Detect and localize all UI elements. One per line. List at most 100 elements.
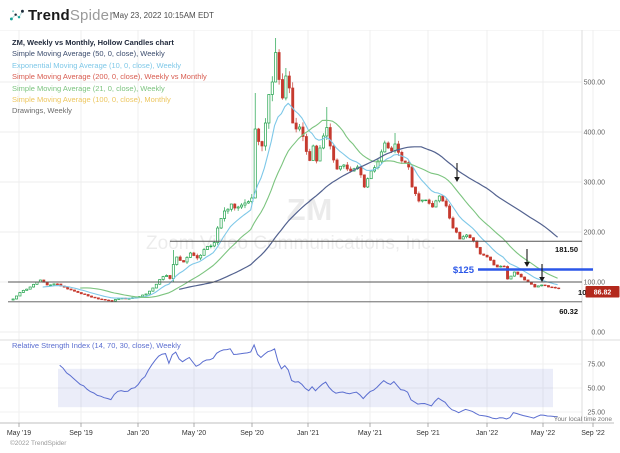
down-arrow-icon[interactable]: [454, 177, 460, 182]
candle: [461, 236, 465, 240]
ema10-line: [42, 102, 558, 299]
candle: [113, 299, 117, 302]
candle: [185, 257, 189, 263]
candle: [454, 227, 458, 233]
candle: [557, 287, 561, 290]
candle: [69, 288, 73, 291]
candle: [417, 193, 421, 202]
candle: [359, 166, 363, 176]
candle: [489, 256, 492, 261]
candle: [144, 293, 148, 296]
candle: [96, 297, 100, 300]
candle: [502, 265, 506, 268]
legend-item-ema10[interactable]: Exponential Moving Average (10, 0, close…: [12, 60, 181, 70]
candle: [66, 286, 70, 290]
candle: [407, 162, 411, 168]
candle: [263, 122, 267, 147]
candle: [233, 203, 237, 209]
candle: [168, 275, 172, 279]
axis-labels: 500.00 400.00 300.00 200.00 100.00 0.00 75.00 5…: [0, 80, 614, 437]
candle: [277, 52, 281, 80]
candle: [362, 174, 366, 188]
candle: [349, 168, 353, 172]
candle: [28, 286, 32, 290]
rsi-tick-label: 75.00: [587, 362, 605, 369]
candle: [499, 265, 503, 268]
candle: [547, 285, 550, 288]
time-tick-label: Sep '22: [581, 430, 605, 437]
logo-text-spider: Spider: [69, 6, 115, 24]
header-bar: Trend Spider May 23, 2022 10:15AM EDT: [0, 0, 620, 30]
candle: [21, 289, 25, 293]
legend-item-sma50[interactable]: Simple Moving Average (50, 0, close), We…: [12, 49, 165, 59]
candle: [45, 281, 49, 286]
legend-item-drawings[interactable]: Drawings, Weekly: [12, 106, 72, 116]
legend-item-sma21[interactable]: Simple Moving Average (21, 0, close), We…: [12, 83, 165, 93]
candle: [161, 276, 165, 280]
rsi-panel: [58, 343, 558, 420]
candle: [298, 126, 301, 130]
candle: [465, 234, 469, 238]
candle: [284, 75, 288, 99]
candle: [76, 290, 80, 293]
candle: [495, 264, 499, 268]
time-tick-label: May '22: [531, 430, 555, 437]
candle: [49, 284, 53, 286]
candle: [223, 210, 226, 219]
candle: [345, 164, 349, 170]
candle: [519, 273, 523, 278]
last-price-badge-bg: [585, 286, 620, 298]
candle: [110, 300, 114, 302]
rsi-indicator-label[interactable]: Relative Strength Index (14, 70, 30, clo…: [12, 341, 181, 350]
rsi-tick-label: 25.00: [587, 410, 605, 417]
gridlines: [0, 29, 620, 423]
time-tick-label: Sep '21: [416, 430, 440, 437]
candle: [202, 249, 206, 256]
chart-timestamp: May 23, 2022 10:15AM EDT: [113, 11, 214, 20]
legend-item-sma200[interactable]: Simple Moving Average (200, 0, close), W…: [12, 72, 207, 82]
candle: [444, 200, 448, 207]
legend-item-symbol[interactable]: ZM, Weekly vs Monthly, Hollow Candles ch…: [12, 38, 174, 47]
candle: [199, 254, 203, 259]
copyright-note: ©2022 TrendSpider: [10, 440, 67, 447]
candle: [178, 256, 182, 261]
chart-legend: ZM, Weekly vs Monthly, Hollow Candles ch…: [12, 37, 207, 117]
candle: [478, 247, 482, 255]
price-tick-label: 300.00: [584, 180, 606, 187]
candle: [216, 227, 220, 243]
candle: [107, 299, 111, 302]
candle: [151, 287, 155, 292]
legend-item-sma100[interactable]: Simple Moving Average (100, 0, close), M…: [12, 95, 171, 105]
candle: [229, 203, 233, 210]
time-tick-label: Jan '22: [476, 430, 498, 437]
trendspider-logo[interactable]: Trend Spider: [8, 6, 114, 24]
candle: [15, 295, 18, 300]
candle: [512, 271, 516, 277]
candle: [540, 284, 544, 287]
candle: [243, 202, 247, 206]
candle: [403, 160, 407, 163]
candle: [18, 292, 22, 297]
candle: [267, 94, 271, 124]
candle: [274, 52, 278, 83]
candle: [342, 164, 346, 167]
candle: [83, 293, 87, 295]
candle: [209, 245, 213, 248]
down-arrow-icon[interactable]: [539, 277, 545, 282]
candle: [260, 141, 264, 147]
drawings: 181.50100.0060.32$125: [8, 163, 601, 316]
time-tick-label: Sep '20: [240, 430, 264, 437]
level-label: 60.32: [559, 307, 578, 316]
candle: [315, 145, 319, 162]
time-tick-label: Jan '21: [297, 430, 319, 437]
candle: [410, 166, 414, 188]
candle: [424, 199, 428, 202]
candle: [219, 218, 223, 229]
down-arrow-icon[interactable]: [524, 262, 530, 267]
symbol-watermark: ZM: [286, 192, 334, 227]
candle: [253, 128, 257, 199]
candle: [90, 295, 93, 298]
candle: [536, 285, 540, 288]
